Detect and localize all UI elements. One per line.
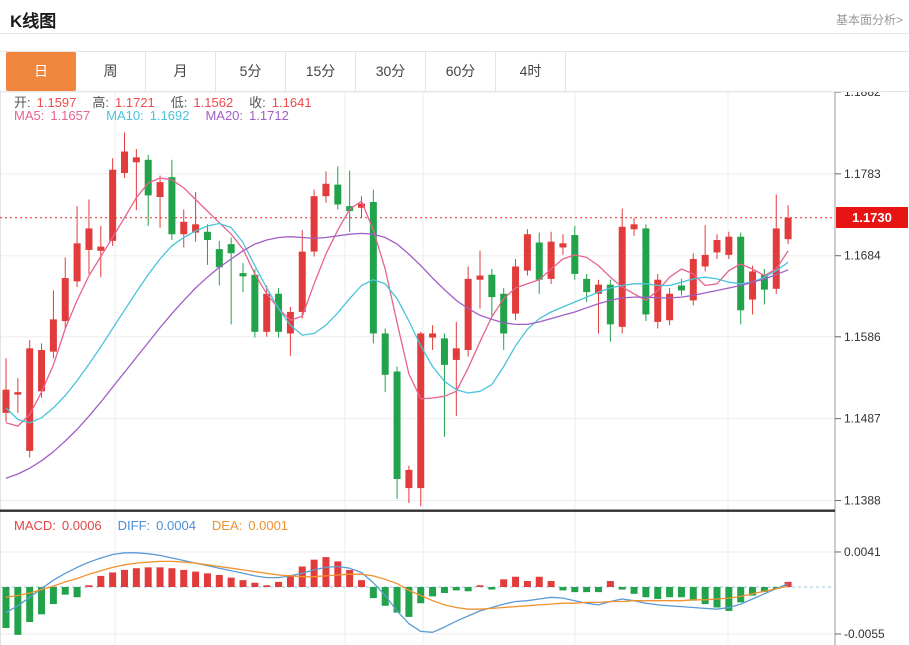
svg-text:1.1586: 1.1586 bbox=[844, 330, 881, 344]
fundamental-analysis-link[interactable]: 基本面分析> bbox=[835, 13, 903, 27]
tab-period-6[interactable]: 60分 bbox=[426, 52, 496, 91]
pane-divider bbox=[0, 509, 835, 512]
tab-period-1[interactable]: 周 bbox=[76, 52, 146, 91]
tab-period-5[interactable]: 30分 bbox=[356, 52, 426, 91]
tab-period-2[interactable]: 月 bbox=[146, 52, 216, 91]
svg-text:1.1487: 1.1487 bbox=[844, 412, 881, 426]
tab-period-4[interactable]: 15分 bbox=[286, 52, 356, 91]
svg-text:1.1783: 1.1783 bbox=[844, 167, 881, 181]
page-header: K线图 基本面分析> bbox=[0, 0, 909, 34]
svg-text:0.0041: 0.0041 bbox=[844, 545, 881, 559]
tab-period-3[interactable]: 5分 bbox=[216, 52, 286, 91]
diff-line bbox=[5, 552, 789, 633]
svg-text:1.1388: 1.1388 bbox=[844, 493, 881, 507]
svg-text:-0.0055: -0.0055 bbox=[844, 627, 885, 641]
ma20-line bbox=[5, 232, 789, 479]
period-tabbar: 日周月 5分 15分 30分 60分 4时 bbox=[0, 51, 909, 92]
dea-line bbox=[5, 560, 789, 610]
ma10-line bbox=[5, 222, 789, 424]
price-axis: 1.18821.17831.16841.15861.14871.13880.00… bbox=[0, 85, 885, 645]
candles-layer bbox=[2, 132, 792, 507]
page-title: K线图 bbox=[10, 12, 57, 31]
macd-histogram bbox=[2, 557, 792, 635]
svg-text:1.1684: 1.1684 bbox=[844, 249, 881, 263]
tab-period-0[interactable]: 日 bbox=[6, 52, 76, 91]
ma5-line bbox=[5, 177, 789, 427]
tab-period-7[interactable]: 4时 bbox=[496, 52, 566, 91]
